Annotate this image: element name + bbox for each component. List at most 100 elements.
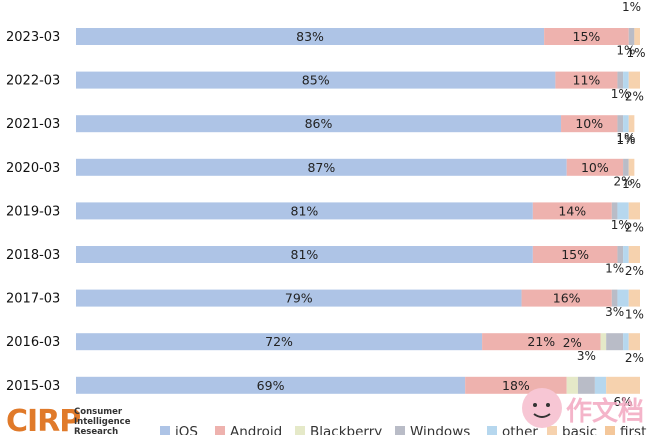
bar-segment-basic — [628, 333, 640, 351]
watermark: 作文档 — [520, 378, 651, 435]
legend-swatch — [160, 426, 170, 435]
bar-segment-ios — [76, 376, 466, 394]
legend-label: iOS — [175, 424, 198, 435]
bar-segment-other — [617, 202, 629, 220]
legend-swatch — [605, 426, 615, 435]
bar-segment-basic — [628, 158, 635, 176]
data-label: 1% — [611, 218, 630, 232]
data-label: 2% — [625, 351, 644, 365]
bar-segment-other — [623, 333, 629, 351]
data-label: 1% — [626, 46, 645, 60]
bar-segment-windows — [611, 202, 618, 220]
bar-segment-blackberry — [600, 333, 607, 351]
legend-swatch — [547, 426, 557, 435]
bar-segment-other — [594, 376, 607, 394]
bar-segment-android — [532, 202, 612, 220]
data-label: 1% — [625, 308, 644, 322]
data-label: 1% — [616, 44, 635, 58]
bar-segment-basic — [606, 376, 640, 394]
bar-segment-ios — [76, 289, 522, 307]
category-label: 2018-03 — [6, 248, 60, 263]
data-label: 87% — [307, 160, 335, 175]
data-label: 10% — [581, 160, 609, 175]
bar-segment-ios — [76, 158, 567, 176]
bar-segment-windows — [617, 246, 624, 263]
data-label: 1% — [611, 87, 630, 101]
legend-swatch — [487, 426, 497, 435]
bar-segment-ios — [76, 71, 556, 89]
category-label: 2023-03 — [6, 30, 60, 45]
data-label: 3% — [605, 305, 624, 319]
legend-label: Blackberry — [310, 424, 382, 435]
bar-segment-basic — [628, 115, 635, 133]
cirp-logo: CIRP Consumer Intelligence Research — [4, 404, 154, 435]
data-label: 14% — [558, 203, 586, 218]
data-label: 72% — [265, 334, 293, 349]
data-label: 1% — [616, 131, 635, 145]
data-label: 2% — [625, 264, 644, 278]
legend-label: basic — [562, 424, 597, 435]
bar-segment-other — [623, 246, 629, 263]
category-label: 2019-03 — [6, 204, 60, 219]
bar-segment-android — [482, 333, 601, 351]
data-label: 1% — [616, 133, 635, 147]
data-label: 2% — [625, 90, 644, 104]
category-label: 2017-03 — [6, 292, 60, 307]
data-label: 81% — [291, 247, 319, 262]
bar-segment-other — [617, 289, 629, 307]
bar-segment-windows — [611, 289, 618, 307]
bar-segment-basic — [628, 289, 640, 307]
legend-label: Windows — [410, 424, 470, 435]
data-label: 15% — [573, 29, 601, 44]
bar-segment-windows — [628, 28, 635, 45]
bar-segment-windows — [577, 376, 595, 394]
category-label: 2015-03 — [6, 379, 60, 394]
data-label: 11% — [573, 73, 601, 88]
data-label: 1% — [622, 0, 641, 14]
logo-line: Intelligence — [74, 417, 131, 427]
data-label: 86% — [305, 116, 333, 131]
data-label: 2% — [563, 336, 582, 350]
data-label: 15% — [561, 247, 589, 262]
data-label: 69% — [257, 378, 285, 393]
bar-segment-basic — [628, 246, 640, 263]
bar-segment-other — [623, 115, 629, 133]
data-label: 1% — [605, 262, 624, 276]
bar-segment-windows — [617, 71, 624, 89]
bar-segment-ios — [76, 28, 545, 45]
logo-mark: CIRP — [6, 404, 81, 435]
bar-segment-windows — [617, 115, 624, 133]
data-label: 18% — [502, 378, 530, 393]
bar-segment-android — [555, 71, 618, 89]
bar-segment-android — [561, 115, 618, 133]
bar-segment-ios — [76, 202, 533, 220]
watermark-text: 作文档 — [566, 396, 644, 427]
logo-line: Consumer — [74, 407, 123, 417]
watermark-face — [522, 388, 562, 428]
data-label: 6% — [614, 395, 633, 409]
legend-label: other — [502, 424, 538, 435]
bar-segment-ios — [76, 246, 533, 263]
legend-label: first — [620, 424, 646, 435]
data-label: 3% — [577, 349, 596, 363]
bar-segment-android — [521, 289, 612, 307]
legend: iOS Android Blackberry Windows other basic fir… — [160, 424, 646, 435]
category-label: 2020-03 — [6, 161, 60, 176]
bar-segment-ios — [76, 333, 483, 351]
category-label: 2021-03 — [6, 117, 60, 132]
data-label: 1% — [622, 177, 641, 191]
bar-segment-android — [566, 158, 624, 176]
bar-segment-other — [623, 71, 629, 89]
data-label: 2% — [625, 220, 644, 234]
bar-segment-android — [532, 246, 618, 263]
bars-layer — [76, 28, 640, 394]
bar-segment-android — [544, 28, 629, 45]
data-label: 79% — [285, 291, 313, 306]
data-label: 83% — [296, 29, 324, 44]
category-label: 2022-03 — [6, 74, 60, 89]
legend-swatch — [295, 426, 305, 435]
legend-label: Android — [230, 424, 282, 435]
bar-segment-basic — [628, 202, 640, 220]
logo-line: Research — [74, 427, 119, 435]
